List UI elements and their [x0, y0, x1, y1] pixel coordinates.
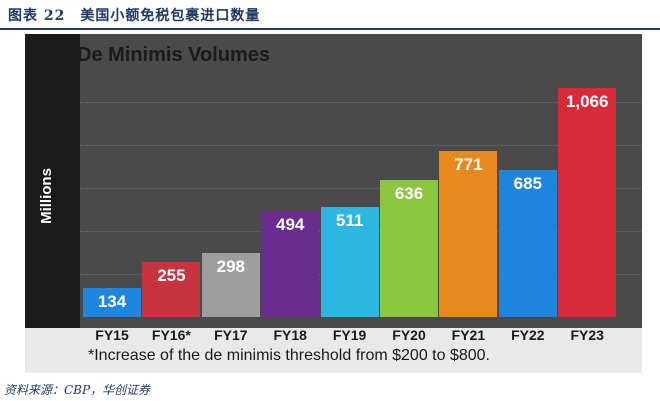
x-tick-label: FY19: [332, 327, 367, 343]
chart-title: De Minimis Volumes: [77, 44, 271, 66]
bar-value-label: 134: [97, 292, 127, 312]
bar-fy18: [261, 210, 320, 317]
bar-fy16: [142, 262, 201, 317]
bar-fy23: [558, 87, 617, 317]
bar-value-label: 255: [157, 266, 186, 286]
y-axis-label: Millions: [38, 168, 55, 224]
bar-fy17: [201, 252, 260, 317]
figure-title: 图表 22 美国小额免税包裹进口数量: [8, 8, 261, 24]
x-tick-label: FY15: [95, 327, 129, 343]
bar-value-label: 1,066: [565, 91, 609, 111]
bar-fy19: [320, 207, 379, 317]
grid-line: [80, 102, 642, 103]
x-tick-label: FY16*: [151, 327, 191, 343]
bar-fy15: [83, 288, 141, 317]
chart-panel: Millions 134 255 298 494 511 636 771 685 1,066 D…: [25, 34, 642, 373]
x-tick-label: FY18: [273, 327, 307, 343]
plot-area: 134 255 298 494 511 636 771 685 1,066: [80, 34, 642, 328]
bar-value-label: 494: [276, 214, 305, 234]
x-tick-label: FY21: [451, 327, 486, 343]
figure-source: 资料来源：CBP，华创证券: [4, 383, 151, 397]
chart-footnote: *Increase of the de minimis threshold fr…: [88, 347, 490, 364]
bar-value-label: 771: [454, 155, 483, 175]
bar-fy21: [439, 151, 498, 317]
x-tick-label: FY20: [392, 327, 426, 343]
bar-value-label: 636: [394, 184, 424, 204]
x-tick-label: FY22: [511, 327, 545, 343]
bar-value-label: 511: [335, 211, 364, 231]
grid-line: [80, 145, 642, 146]
bar-value-label: 298: [216, 256, 245, 276]
x-tick-label: FY23: [570, 327, 604, 343]
bar-value-label: 685: [513, 173, 542, 193]
bar-fy22: [498, 169, 557, 317]
x-tick-label: FY17: [214, 327, 248, 343]
y-axis-label-band: Millions: [25, 34, 80, 328]
grid-line: [80, 188, 642, 189]
bar-fy20: [380, 180, 438, 317]
figure-header: 图表 22 美国小额免税包裹进口数量: [0, 0, 660, 30]
